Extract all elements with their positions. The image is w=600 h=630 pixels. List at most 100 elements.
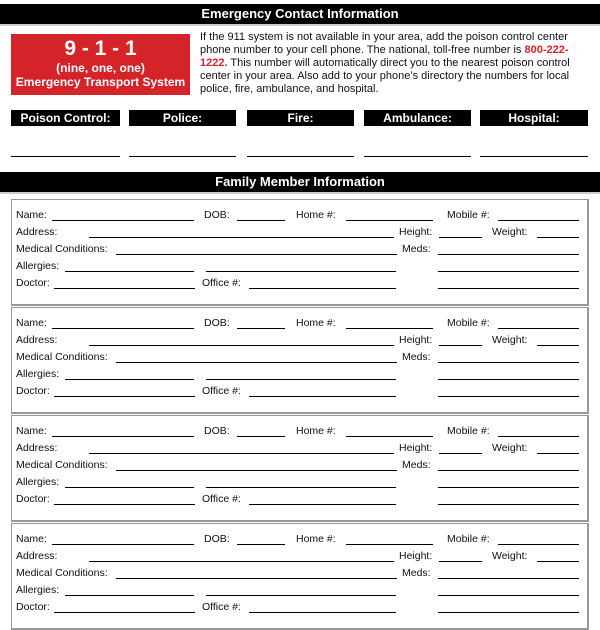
meds-label: Meds: [402, 243, 431, 255]
weight-field[interactable] [537, 345, 579, 346]
meds-label: Meds: [402, 351, 431, 363]
home-field[interactable] [346, 544, 433, 545]
mobile-label: Mobile #: [447, 209, 490, 221]
extra-field[interactable] [438, 288, 579, 289]
address-field[interactable] [89, 237, 394, 238]
contact-number-field[interactable] [129, 156, 236, 157]
meds-field[interactable] [438, 254, 579, 255]
dob-label: DOB: [204, 425, 230, 437]
medical-label: Medical Conditions: [16, 351, 108, 363]
name-label: Name: [16, 533, 47, 545]
name-field[interactable] [52, 328, 194, 329]
address-field[interactable] [89, 345, 394, 346]
extra-field[interactable] [206, 595, 396, 596]
weight-field[interactable] [537, 561, 579, 562]
doctor-label: Doctor: [16, 601, 50, 613]
name-label: Name: [16, 425, 47, 437]
contact-number-field[interactable] [247, 156, 354, 157]
allergies-label: Allergies: [16, 476, 60, 488]
address-label: Address: [16, 226, 58, 238]
office-field[interactable] [249, 288, 396, 289]
office-label: Office #: [202, 385, 241, 397]
doctor-field[interactable] [54, 612, 195, 613]
contact-label: Ambulance: [364, 110, 471, 126]
dob-field[interactable] [237, 436, 285, 437]
intro-before: If the 911 system is not available in yo… [200, 31, 568, 56]
office-field[interactable] [249, 396, 396, 397]
name-field[interactable] [52, 436, 194, 437]
doctor-field[interactable] [54, 288, 195, 289]
height-field[interactable] [439, 237, 482, 238]
extra-field[interactable] [438, 595, 579, 596]
family-member-card: Name: DOB: Home #: Mobile #: Address: Height:… [11, 307, 589, 414]
mobile-field[interactable] [498, 544, 579, 545]
doctor-field[interactable] [54, 396, 195, 397]
family-member-card: Name: DOB: Home #: Mobile #: Address: Height:… [11, 523, 589, 630]
medical-field[interactable] [116, 470, 397, 471]
meds-field[interactable] [438, 362, 579, 363]
extra-field[interactable] [206, 487, 396, 488]
office-label: Office #: [202, 493, 241, 505]
contact-label: Poison Control: [11, 110, 120, 126]
height-label: Height: [399, 334, 433, 346]
address-label: Address: [16, 334, 58, 346]
mobile-label: Mobile #: [447, 425, 490, 437]
family-member-card: Name: DOB: Home #: Mobile #: Address: Height:… [11, 415, 589, 522]
home-label: Home #: [296, 533, 336, 545]
medical-field[interactable] [116, 254, 397, 255]
doctor-label: Doctor: [16, 493, 50, 505]
height-label: Height: [399, 550, 433, 562]
dob-field[interactable] [237, 544, 285, 545]
height-field[interactable] [439, 453, 482, 454]
allergies-field[interactable] [65, 271, 194, 272]
weight-field[interactable] [537, 453, 579, 454]
home-field[interactable] [346, 220, 433, 221]
family-member-card: Name: DOB: Home #: Mobile #: Address: Height:… [11, 199, 589, 306]
medical-field[interactable] [116, 362, 397, 363]
mobile-field[interactable] [498, 220, 579, 221]
extra-field[interactable] [438, 379, 579, 380]
height-field[interactable] [439, 345, 482, 346]
address-field[interactable] [89, 453, 394, 454]
mobile-field[interactable] [498, 328, 579, 329]
home-field[interactable] [346, 436, 433, 437]
meds-field[interactable] [438, 470, 579, 471]
mobile-field[interactable] [498, 436, 579, 437]
allergies-field[interactable] [65, 487, 194, 488]
dob-field[interactable] [237, 328, 285, 329]
contact-number-field[interactable] [11, 156, 120, 157]
office-field[interactable] [249, 612, 396, 613]
allergies-field[interactable] [65, 595, 194, 596]
contact-number-field[interactable] [480, 156, 588, 157]
weight-label: Weight: [492, 334, 528, 346]
allergies-field[interactable] [65, 379, 194, 380]
address-field[interactable] [89, 561, 394, 562]
meds-label: Meds: [402, 459, 431, 471]
medical-label: Medical Conditions: [16, 243, 108, 255]
weight-field[interactable] [537, 237, 579, 238]
extra-field[interactable] [438, 612, 579, 613]
name-field[interactable] [52, 220, 194, 221]
doctor-label: Doctor: [16, 385, 50, 397]
weight-label: Weight: [492, 226, 528, 238]
emergency-911-box: 9 - 1 - 1 (nine, one, one) Emergency Tra… [11, 34, 190, 95]
meds-label: Meds: [402, 567, 431, 579]
contact-label: Hospital: [480, 110, 588, 126]
intro-text: If the 911 system is not available in yo… [200, 31, 590, 96]
contact-label: Fire: [247, 110, 354, 126]
dob-field[interactable] [237, 220, 285, 221]
extra-field[interactable] [438, 271, 579, 272]
meds-field[interactable] [438, 578, 579, 579]
extra-field[interactable] [438, 396, 579, 397]
office-field[interactable] [249, 504, 396, 505]
name-field[interactable] [52, 544, 194, 545]
height-field[interactable] [439, 561, 482, 562]
extra-field[interactable] [206, 271, 396, 272]
contact-number-field[interactable] [364, 156, 471, 157]
doctor-field[interactable] [54, 504, 195, 505]
extra-field[interactable] [438, 487, 579, 488]
extra-field[interactable] [438, 504, 579, 505]
extra-field[interactable] [206, 379, 396, 380]
home-field[interactable] [346, 328, 433, 329]
medical-field[interactable] [116, 578, 397, 579]
